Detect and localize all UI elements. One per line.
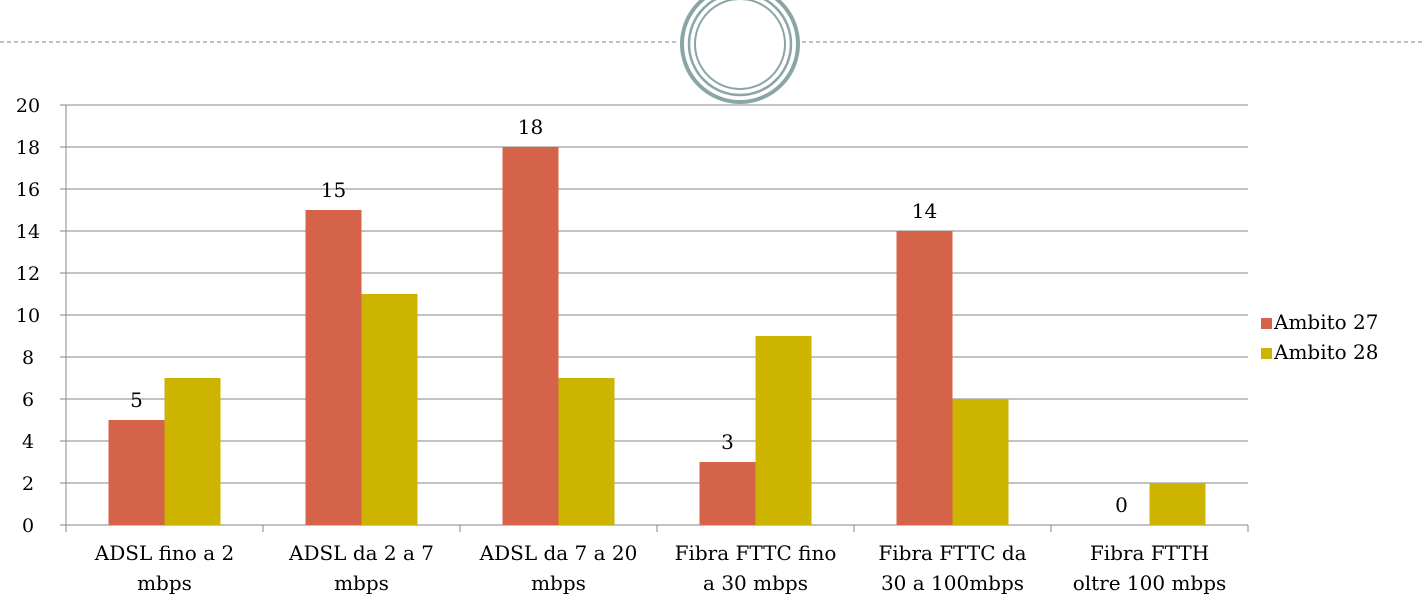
- data-label: 3: [721, 430, 734, 454]
- x-tick-label: ADSL da 7 a 20: [479, 541, 638, 565]
- y-tick-label: 10: [16, 305, 40, 327]
- x-tick-label: Fibra FTTH: [1090, 541, 1209, 565]
- y-tick-label: 8: [22, 347, 34, 369]
- x-tick-label: mbps: [334, 571, 389, 595]
- bar-ambito-27: [108, 420, 165, 525]
- x-tick-label: mbps: [531, 571, 586, 595]
- y-tick-label: 12: [16, 263, 40, 285]
- x-tick-label: Fibra FTTC da: [878, 541, 1026, 565]
- tick-labels: 0 2 4 6 8 10 12 14 16 18 20 5 15 18 3 14 0 ADSL fino a 2 m…: [16, 95, 1226, 595]
- bar-ambito-28: [1149, 483, 1206, 525]
- x-tick-label: Fibra FTTC fino: [675, 541, 837, 565]
- x-tick-label: 30 a 100mbps: [881, 571, 1024, 595]
- slide-header-decoration: [0, 0, 1423, 104]
- gridlines: [66, 104, 1248, 484]
- ring-middle: [687, 0, 793, 97]
- bar-ambito-28: [558, 378, 615, 525]
- legend: Ambito 27 Ambito 28: [1261, 310, 1379, 364]
- bar-ambito-28: [361, 294, 418, 525]
- y-tick-label: 16: [16, 179, 40, 201]
- y-tick-label: 20: [16, 95, 40, 117]
- x-tick-label: mbps: [137, 571, 192, 595]
- y-tick-label: 14: [16, 221, 40, 243]
- data-label: 18: [518, 115, 543, 139]
- y-tick-label: 18: [16, 137, 40, 159]
- legend-label: Ambito 27: [1273, 310, 1379, 334]
- bars: [108, 147, 1206, 525]
- ring-inner: [694, 0, 786, 90]
- x-tick-label: oltre 100 mbps: [1073, 571, 1227, 595]
- y-tick-label: 2: [22, 473, 34, 495]
- legend-label: Ambito 28: [1273, 340, 1379, 364]
- data-label: 0: [1115, 493, 1128, 517]
- axes: [60, 104, 1249, 532]
- x-tick-label: ADSL da 2 a 7: [288, 541, 434, 565]
- data-label: 5: [130, 388, 143, 412]
- legend-swatch: [1261, 318, 1272, 329]
- bar-ambito-28: [164, 378, 221, 525]
- y-tick-label: 0: [22, 515, 34, 537]
- bar-ambito-27: [502, 147, 559, 525]
- data-label: 15: [321, 178, 346, 202]
- data-label: 14: [912, 199, 937, 223]
- y-tick-label: 4: [22, 431, 34, 453]
- bar-ambito-28: [952, 399, 1009, 525]
- y-tick-label: 6: [22, 389, 34, 411]
- x-tick-label: a 30 mbps: [703, 571, 808, 595]
- x-tick-label: ADSL fino a 2: [94, 541, 234, 565]
- ring-outer: [680, 0, 800, 104]
- bar-ambito-27: [896, 231, 953, 525]
- bar-ambito-27: [305, 210, 362, 525]
- bar-ambito-28: [755, 336, 812, 525]
- bar-ambito-27: [699, 462, 756, 525]
- legend-swatch: [1261, 348, 1272, 359]
